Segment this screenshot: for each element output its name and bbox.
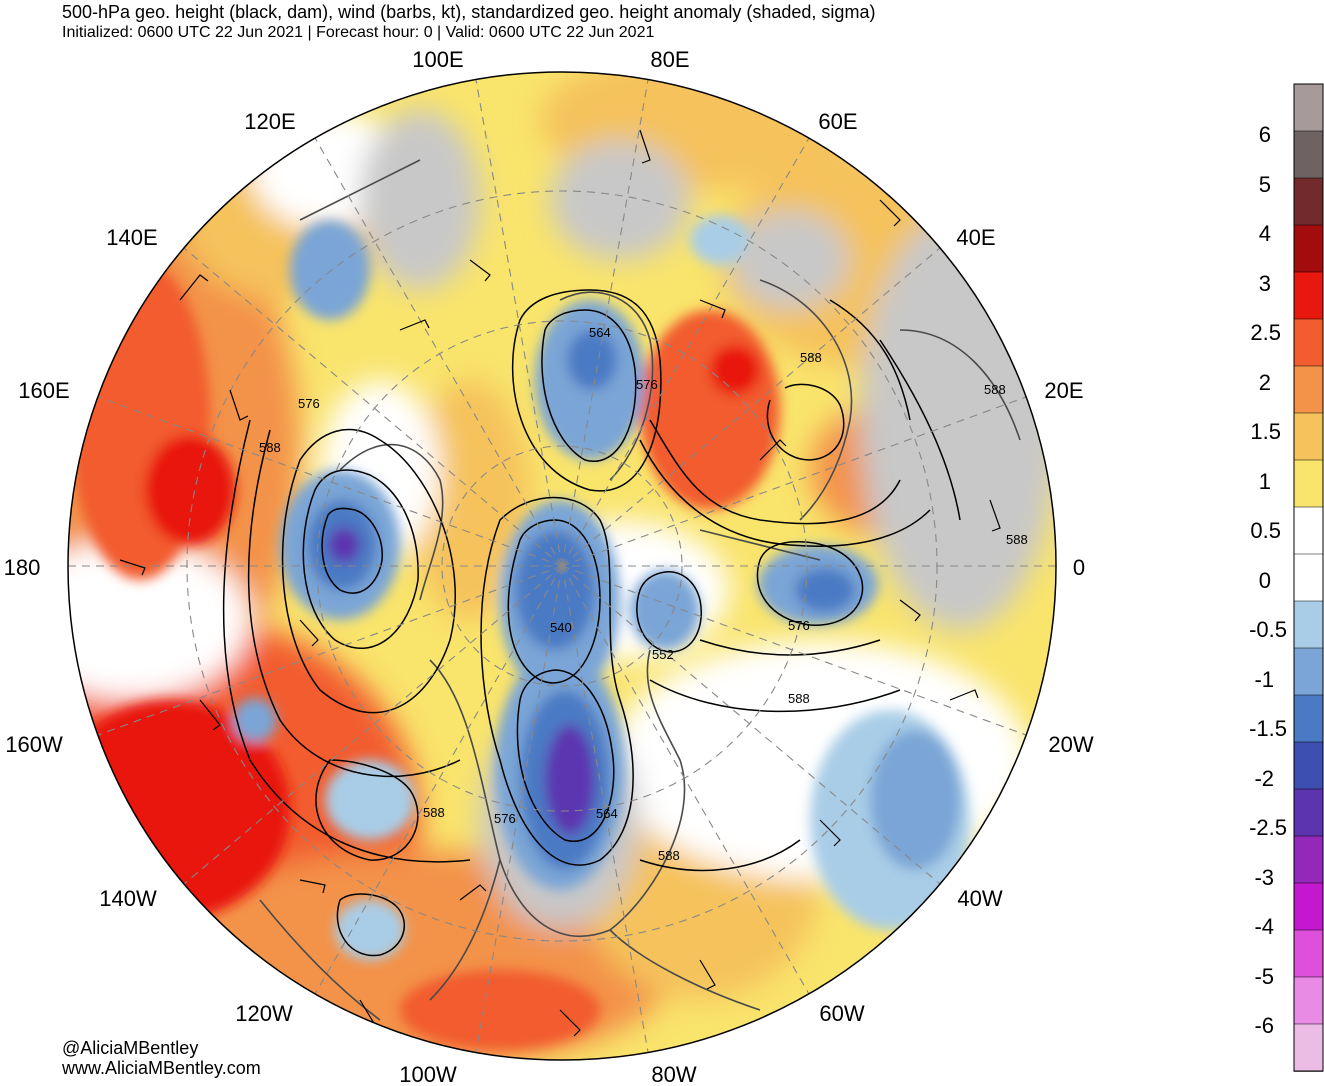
colorbar-tick-labels: 6 5 4 3 2.5 2 1.5 1 0.5 0 -0.5 -1 -1.5 -… (1249, 122, 1287, 1038)
contour-label-588-pacific: 588 (259, 440, 281, 455)
colorbar-swatch (1293, 130, 1324, 179)
colorbar-tick-neg-2-5: -2.5 (1249, 815, 1287, 840)
colorbar-tick-neg-6: -6 (1254, 1013, 1274, 1038)
contour-label-564-america: 564 (596, 806, 618, 821)
colorbar-tick-1: 1 (1259, 469, 1271, 494)
anomaly-shading (68, 72, 1056, 1060)
colorbar-tick-neg-1-5: -1.5 (1249, 716, 1287, 741)
colorbar-tick-3: 3 (1259, 271, 1271, 296)
map-border (67, 71, 1057, 1061)
colorbar-tick-0: 0 (1259, 568, 1271, 593)
contour-label-588-east: 588 (984, 382, 1006, 397)
colorbar-swatch (1293, 271, 1324, 320)
colorbar-swatch (1293, 412, 1324, 461)
lon-label-120w: 120W (235, 1001, 293, 1026)
colorbar-swatch (1293, 365, 1324, 414)
colorbar-swatch (1293, 1023, 1324, 1072)
credit-website: www.AliciaMBentley.com (62, 1058, 261, 1078)
contour-label-576-pacific: 576 (298, 396, 320, 411)
wind-barbs (119, 129, 1001, 1037)
colorbar-tick-neg-1: -1 (1254, 667, 1274, 692)
contour-label-576-america: 576 (494, 811, 516, 826)
lon-label-140e: 140E (106, 225, 157, 250)
lon-label-160e: 160E (18, 378, 69, 403)
colorbar-swatch (1293, 553, 1324, 602)
credit-handle: @AliciaMBentley (62, 1038, 199, 1058)
colorbar-swatch (1293, 882, 1324, 931)
lon-label-120e: 120E (244, 109, 295, 134)
lon-label-40w: 40W (957, 886, 1002, 911)
lon-label-160w: 160W (5, 732, 63, 757)
colorbar-tick-neg-3: -3 (1254, 865, 1274, 890)
colorbar-swatch (1293, 647, 1324, 696)
colorbar-swatch (1293, 788, 1324, 837)
graticule (68, 79, 1056, 1053)
map-subtitle: Initialized: 0600 UTC 22 Jun 2021 | Fore… (62, 24, 655, 41)
colorbar-swatch (1293, 976, 1324, 1025)
lon-label-60e: 60E (818, 109, 857, 134)
colorbar-tick-neg-4: -4 (1254, 914, 1274, 939)
colorbar-tick-0-5: 0.5 (1250, 518, 1281, 543)
colorbar-swatch (1293, 694, 1324, 743)
colorbar: 6 5 4 3 2.5 2 1.5 1 0.5 0 -0.5 -1 -1.5 -… (1249, 83, 1324, 1072)
contour-label-576-north: 576 (636, 377, 658, 392)
contour-label-588-europe: 588 (800, 350, 822, 365)
contour-label-564-north: 564 (589, 325, 611, 340)
colorbar-tick-2: 2 (1259, 370, 1271, 395)
colorbar-tick-1-5: 1.5 (1250, 419, 1281, 444)
colorbar-swatch (1293, 459, 1324, 508)
colorbar-swatch (1293, 600, 1324, 649)
lon-label-140w: 140W (99, 886, 157, 911)
lon-label-40e: 40E (956, 225, 995, 250)
lon-label-180: 180 (4, 555, 41, 580)
contour-labels: 564 576 588 576 588 588 588 540 552 576 … (259, 325, 1028, 863)
contour-label-588-atlantic: 588 (788, 691, 810, 706)
contour-label-576-atlantic: 576 (788, 618, 810, 633)
colorbar-swatch (1293, 83, 1324, 132)
lon-label-100w: 100W (399, 1062, 457, 1086)
colorbar-swatch (1293, 506, 1324, 555)
lon-label-0: 0 (1073, 555, 1085, 580)
contour-label-552: 552 (652, 647, 674, 662)
lon-label-80w: 80W (651, 1062, 696, 1086)
contour-label-588-south: 588 (658, 848, 680, 863)
contour-label-588-west: 588 (423, 805, 445, 820)
colorbar-swatch (1293, 318, 1324, 367)
lon-label-80e: 80E (650, 47, 689, 72)
colorbar-tick-2-5: 2.5 (1250, 320, 1281, 345)
colorbar-tick-4: 4 (1259, 221, 1271, 246)
colorbar-tick-neg-2: -2 (1254, 766, 1274, 791)
map-title: 500-hPa geo. height (black, dam), wind (… (62, 2, 876, 22)
colorbar-swatch (1293, 224, 1324, 273)
lon-label-60w: 60W (819, 1001, 864, 1026)
colorbar-tick-neg-0-5: -0.5 (1249, 617, 1287, 642)
lon-label-20e: 20E (1044, 378, 1083, 403)
colorbar-tick-neg-5: -5 (1254, 964, 1274, 989)
lon-label-20w: 20W (1048, 732, 1093, 757)
contour-label-588-africa: 588 (1006, 532, 1028, 547)
contour-label-540: 540 (550, 620, 572, 635)
colorbar-swatch (1293, 835, 1324, 884)
colorbar-frame (1293, 83, 1324, 1072)
colorbar-tick-5: 5 (1259, 172, 1271, 197)
height-contours (222, 289, 961, 957)
lon-label-100e: 100E (412, 47, 463, 72)
colorbar-tick-6: 6 (1259, 122, 1271, 147)
colorbar-swatches (1293, 83, 1324, 1072)
longitude-labels: 100E 80E 120E 60E 140E 40E 160E 20E 180 … (4, 47, 1094, 1086)
coastlines (259, 159, 1021, 1021)
colorbar-swatch (1293, 929, 1324, 978)
colorbar-swatch (1293, 177, 1324, 226)
colorbar-swatch (1293, 741, 1324, 790)
